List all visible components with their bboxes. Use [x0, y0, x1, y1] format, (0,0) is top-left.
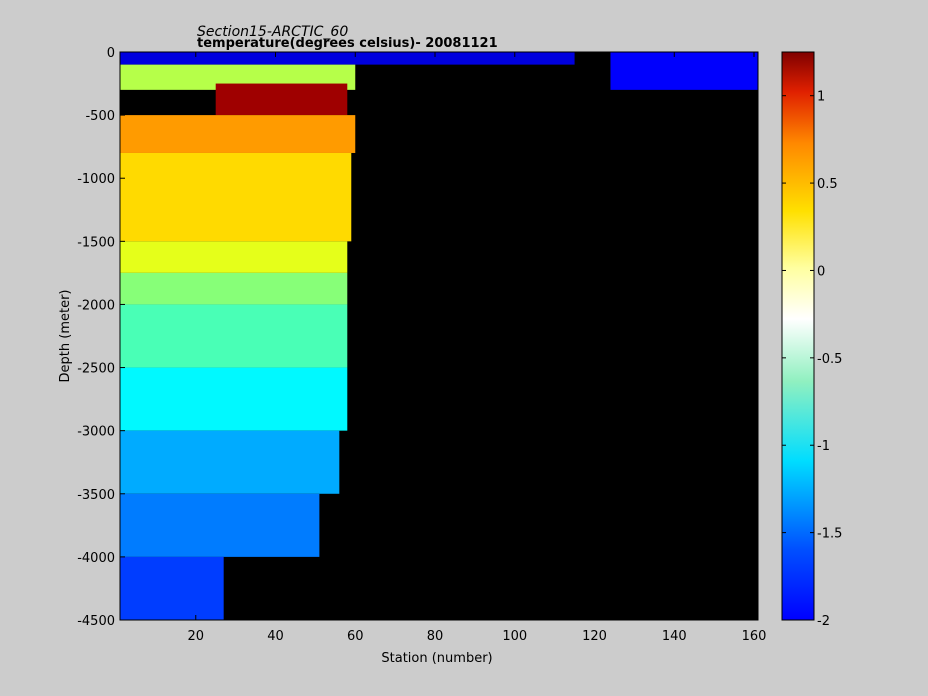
- temperature-cell: [120, 241, 348, 273]
- y-axis-label: Depth (meter): [58, 290, 73, 383]
- colorbar: [781, 51, 815, 621]
- temperature-cell: [120, 493, 320, 557]
- y-tick-label: 0: [107, 46, 115, 61]
- temperature-section: [120, 52, 758, 620]
- y-tick-label: -1500: [77, 235, 115, 250]
- y-tick-label: -4000: [77, 551, 115, 566]
- temperature-cell: [120, 52, 575, 65]
- colorbar-tick-label: -1: [817, 439, 830, 454]
- colorbar-tick-label: 1: [817, 90, 825, 105]
- x-tick-label: 20: [187, 629, 204, 644]
- temperature-cell: [120, 556, 224, 620]
- y-axis-ticks: 0 -500 -1000 -1500 -2000 -2500 -3000 -3500 -4000…: [77, 46, 758, 629]
- chart-subtitle: temperature(degrees celsius)- 20081121: [197, 36, 498, 51]
- x-tick-label: 160: [742, 629, 767, 644]
- x-axis-label: Station (number): [381, 651, 492, 666]
- x-tick-label: 80: [427, 629, 444, 644]
- colorbar-tick-label: 0.5: [817, 177, 838, 192]
- colorbar-tick-label: -0.5: [817, 352, 842, 367]
- temperature-cell: [120, 272, 348, 305]
- x-tick-label: 40: [267, 629, 284, 644]
- temperature-cell: [120, 430, 340, 494]
- y-tick-label: -2000: [77, 298, 115, 313]
- temperature-cell: [610, 52, 758, 90]
- y-tick-label: -1000: [77, 172, 115, 187]
- colorbar-tick-label: 0: [817, 264, 825, 279]
- colorbar-tick-label: -2: [817, 614, 830, 629]
- y-tick-label: -3000: [77, 425, 115, 440]
- colorbar-tick-label: -1.5: [817, 527, 842, 542]
- x-tick-label: 100: [502, 629, 527, 644]
- y-tick-label: -4500: [77, 614, 115, 629]
- y-tick-label: -2500: [77, 362, 115, 377]
- x-tick-label: 120: [582, 629, 607, 644]
- colorbar-ticks: 1 0.5 0 -0.5 -1 -1.5 -2: [782, 90, 842, 629]
- x-tick-label: 60: [347, 629, 364, 644]
- plot-frame: [119, 51, 759, 621]
- x-tick-label: 140: [662, 629, 687, 644]
- x-axis-ticks: 20 40 60 80 100 120 140 160: [187, 52, 766, 644]
- y-tick-label: -3500: [77, 488, 115, 503]
- temperature-cell: [215, 83, 348, 116]
- chart-title: Section15-ARCTIC_60: [197, 24, 349, 40]
- temperature-cell: [120, 152, 352, 242]
- y-tick-label: -500: [85, 109, 115, 124]
- temperature-cell: [120, 115, 356, 153]
- temperature-cell: [120, 304, 348, 368]
- temperature-cell: [120, 367, 348, 431]
